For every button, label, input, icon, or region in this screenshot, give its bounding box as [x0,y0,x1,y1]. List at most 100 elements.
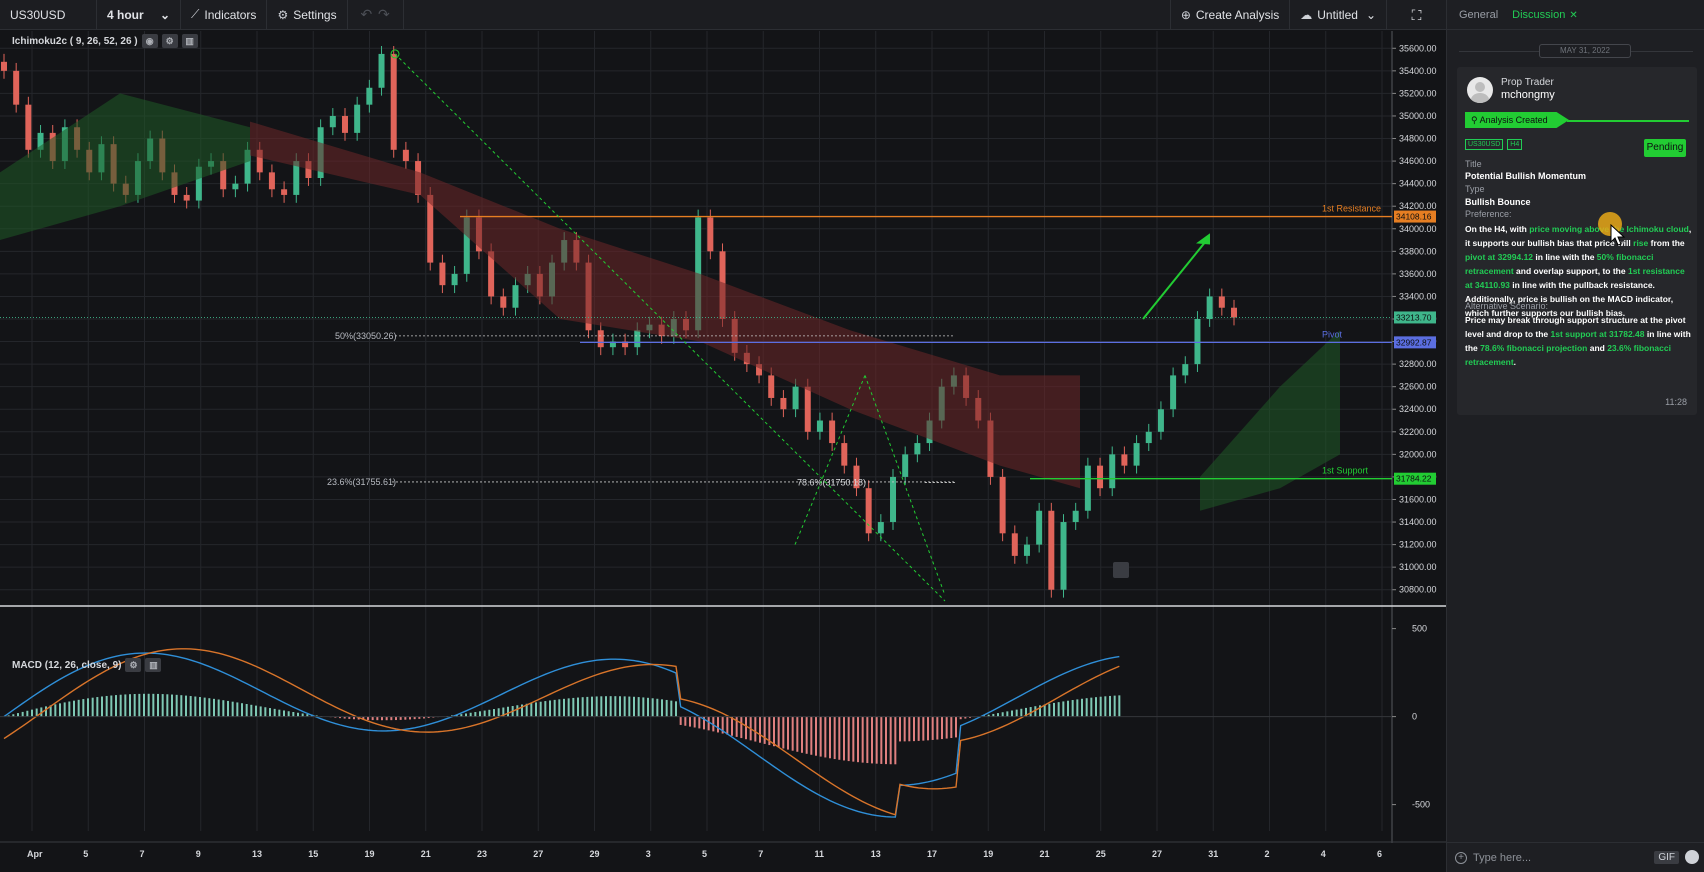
candle-body [463,217,470,274]
price-tick-label: 30800.00 [1399,585,1437,595]
candle-body [1218,296,1225,308]
current-price-text: 33213.70 [1396,312,1432,322]
signal-line [3,648,1120,816]
candle-body [402,149,409,162]
history-controls: ↶ ↷ [348,0,404,30]
pref-text-1: On the H4, with [1465,224,1530,234]
candle-body [902,454,909,477]
projection-arrow-line [1142,241,1206,320]
alt-highlight-3: 23.6% fibonacci retracement [1465,343,1671,367]
gif-button[interactable]: GIF [1654,851,1679,864]
user-name: mchongmy [1501,89,1555,101]
candle-body [1145,431,1152,444]
redo-icon[interactable]: ↷ [377,6,390,22]
avatar [1467,77,1493,103]
badge-label: Analysis Created [1479,115,1548,125]
pref-highlight-5: 1st resistance at 34110.93 [1465,266,1685,290]
candle-body [890,476,897,523]
candle-body [341,115,348,133]
create-analysis-button[interactable]: ⊕ Create Analysis [1169,0,1289,30]
candle-body [390,53,397,150]
date-tick-label: 4 [1321,849,1326,859]
candle-body [622,341,629,348]
tab-general[interactable]: General [1459,8,1499,21]
trash-icon[interactable]: ▥ [145,658,162,672]
candle-body [220,161,227,190]
toolbar-right: ⊕ Create Analysis ☁ Untitled ⌄ ⛶ [1169,0,1446,30]
price-tick-label: 32200.00 [1399,427,1437,437]
tag-timeframe: H4 [1507,139,1523,150]
candle-body [1,61,7,71]
gear-icon[interactable]: ⚙ [161,34,178,48]
date-tick-label: 2 [1265,849,1270,859]
date-tick-label: 29 [590,849,600,859]
candle-body [378,53,385,88]
layout-selector[interactable]: ☁ Untitled ⌄ [1289,0,1386,30]
plus-circle-icon: ⊕ [1180,8,1191,22]
candle-body [293,161,300,195]
ichimoku-legend: Ichimoku2c ( 9, 26, 52, 26 ) ◉ ⚙ ▥ [12,34,198,48]
gear-icon[interactable]: ⚙ [125,658,142,672]
date-tick-label: 5 [83,849,88,859]
undo-icon[interactable]: ↶ [360,6,373,22]
price-tick-label: 34800.00 [1399,134,1437,144]
candle-body [1121,454,1128,466]
card-timestamp: 11:28 [1665,397,1687,407]
fullscreen-button[interactable]: ⛶ [1386,0,1446,30]
alt-highlight-1: 1st support at 31782.48 [1550,329,1645,339]
candle-body [1097,465,1104,489]
ichimoku-legend-label: Ichimoku2c ( 9, 26, 52, 26 ) [12,35,138,47]
analysis-created-badge: ⚲ Analysis Created [1465,112,1569,128]
candle-body [488,251,495,297]
message-input[interactable]: Type here... [1473,851,1532,864]
interval-selector[interactable]: 4 hour ⌄ [97,0,181,30]
candle-body [1157,409,1164,432]
candle-body [634,330,641,348]
chart-canvas[interactable]: 35600.00 35400.00 35200.00 35000.00 34800.00… [0,31,1446,872]
date-tick-label: 7 [758,849,763,859]
candle-body [183,194,190,201]
date-tick-label: 25 [1096,849,1106,859]
candle-body [232,183,239,190]
date-tick-label: 21 [421,849,431,859]
emoji-icon[interactable] [1685,850,1699,864]
date-tick-label: 11 [815,849,825,859]
chart-toolbar: US30USD 4 hour ⌄ ⟋ Indicators ⚙ Settings… [0,0,1446,30]
candle-body [1023,544,1030,556]
candle-body [756,364,763,376]
resistance-price-tag [1394,210,1436,223]
fib-label: 50%(33050.26) [335,331,397,341]
swing-high-marker [390,49,400,59]
chevron-down-icon: ⌄ [1365,8,1376,22]
tab-discussion[interactable]: Discussion ✕ [1512,9,1578,21]
candle-body [366,87,373,105]
eye-icon[interactable]: ◉ [141,34,158,48]
plus-icon[interactable]: + [1455,851,1467,864]
indicators-button[interactable]: ⟋ Indicators [181,0,268,30]
cloud-upload-icon: ☁ [1300,8,1313,22]
settings-button[interactable]: ⚙ Settings [267,0,348,30]
status-badge: Pending [1644,139,1686,157]
support-price-tag [1394,472,1436,485]
price-tick-label: 31600.00 [1399,494,1437,504]
alt-text-3: and [1587,343,1608,353]
candle-body [865,488,872,534]
trash-icon[interactable]: ▥ [181,34,198,48]
candle-body [195,166,202,201]
price-tick-label: 32000.00 [1399,449,1437,459]
chevron-down-icon: ⌄ [159,7,170,22]
candle-body [829,420,836,444]
message-input-bar: + Type here... GIF [1447,842,1704,872]
date-tick-label: 17 [927,849,937,859]
type-value: Bullish Bounce [1465,197,1531,207]
date-tick-label: 5 [702,849,707,859]
close-icon[interactable]: ✕ [1569,9,1578,21]
candle-body [1133,443,1140,466]
symbol-selector[interactable]: US30USD [0,0,97,30]
alt-text-2: in line with the [1465,329,1691,353]
price-tick-label: 31400.00 [1399,517,1437,527]
chart-area[interactable]: 35600.00 35400.00 35200.00 35000.00 34800.00… [0,31,1446,872]
settings-label: Settings [293,7,337,22]
candle-body [37,132,44,150]
lightbulb-icon: ⚲ [1471,115,1478,125]
